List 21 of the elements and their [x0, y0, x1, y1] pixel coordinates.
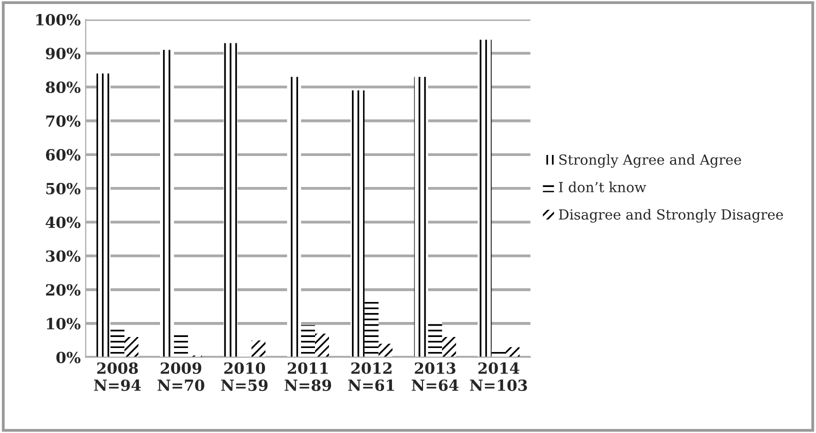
x-tick-label: 2012 N=61 — [348, 362, 394, 392]
x-tick-label: 2014 N=103 — [470, 362, 527, 392]
y-tick-label: 30% — [46, 250, 80, 262]
y-tick-label: 20% — [46, 284, 80, 296]
y-tick-label: 60% — [46, 149, 80, 161]
y-tick-label: 10% — [46, 318, 80, 330]
y-tick-label: 0% — [56, 352, 80, 364]
x-tick-label: 2008 N=94 — [94, 362, 141, 392]
legend-label: Disagree and Strongly Disagree — [558, 208, 783, 223]
x-tick-label: 2010 N=59 — [221, 362, 268, 392]
y-tick-label: 80% — [46, 82, 80, 94]
y-tick-label: 50% — [46, 182, 80, 194]
x-tick-label: 2013 N=64 — [412, 362, 458, 392]
legend-label: Strongly Agree and Agree — [559, 154, 742, 168]
x-tick-label: 2011 N=89 — [284, 362, 332, 392]
legend-label: I don’t know — [558, 182, 646, 192]
y-tick-label: 90% — [46, 48, 80, 60]
y-tick-label: 40% — [46, 216, 80, 228]
y-tick-label: 70% — [46, 115, 80, 127]
y-tick-label: 100% — [36, 14, 80, 26]
x-tick-label: 2009 N=70 — [158, 362, 204, 392]
